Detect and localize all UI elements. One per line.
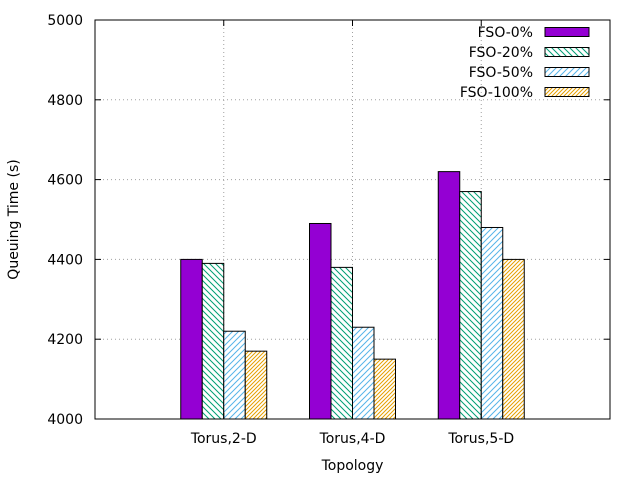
legend-swatch [544, 47, 590, 57]
y-tick-label: 4600 [47, 173, 83, 189]
y-axis-label: Queuing Time (s) [6, 159, 22, 279]
bar-fso-50--0 [223, 330, 246, 420]
bar-fso-100--0 [244, 350, 268, 420]
bar-fso-100--1 [373, 358, 396, 420]
legend-swatch [544, 87, 590, 97]
legend-label: FSO-20% [469, 45, 533, 61]
bar-fso-20--0 [201, 262, 225, 420]
bar-fso-0--1 [309, 222, 332, 420]
legend-swatch [544, 27, 590, 37]
bar-fso-50--2 [480, 226, 504, 420]
bars [180, 171, 525, 420]
y-tick-label: 5000 [47, 13, 83, 29]
bar-fso-0--0 [180, 258, 203, 420]
legend-label: FSO-50% [469, 65, 533, 81]
bar-fso-50--1 [352, 326, 375, 420]
x-tick-label: Torus,2-D [190, 431, 257, 447]
bar-fso-100--2 [502, 258, 525, 420]
y-tick-label: 4800 [47, 93, 83, 109]
bar-fso-0--2 [437, 171, 461, 420]
bar-fso-20--1 [330, 266, 353, 420]
legend: FSO-0% FSO-20% FSO-50% FSO-100% [460, 25, 590, 101]
bar-fso-20--2 [459, 191, 482, 420]
x-tick-label: Torus,4-D [319, 431, 386, 447]
legend-swatch [544, 67, 590, 77]
x-axis-label: Topology [321, 458, 384, 474]
y-tick-label: 4000 [47, 412, 83, 428]
axis-ticks: 4000 4200 4400 4600 4800 5000 Torus,2-D Torus,4… [47, 13, 610, 447]
x-tick-label: Torus,5-D [447, 431, 514, 447]
legend-label: FSO-0% [478, 25, 533, 41]
y-tick-label: 4200 [47, 332, 83, 348]
legend-label: FSO-100% [460, 85, 533, 101]
y-tick-label: 4400 [47, 252, 83, 268]
